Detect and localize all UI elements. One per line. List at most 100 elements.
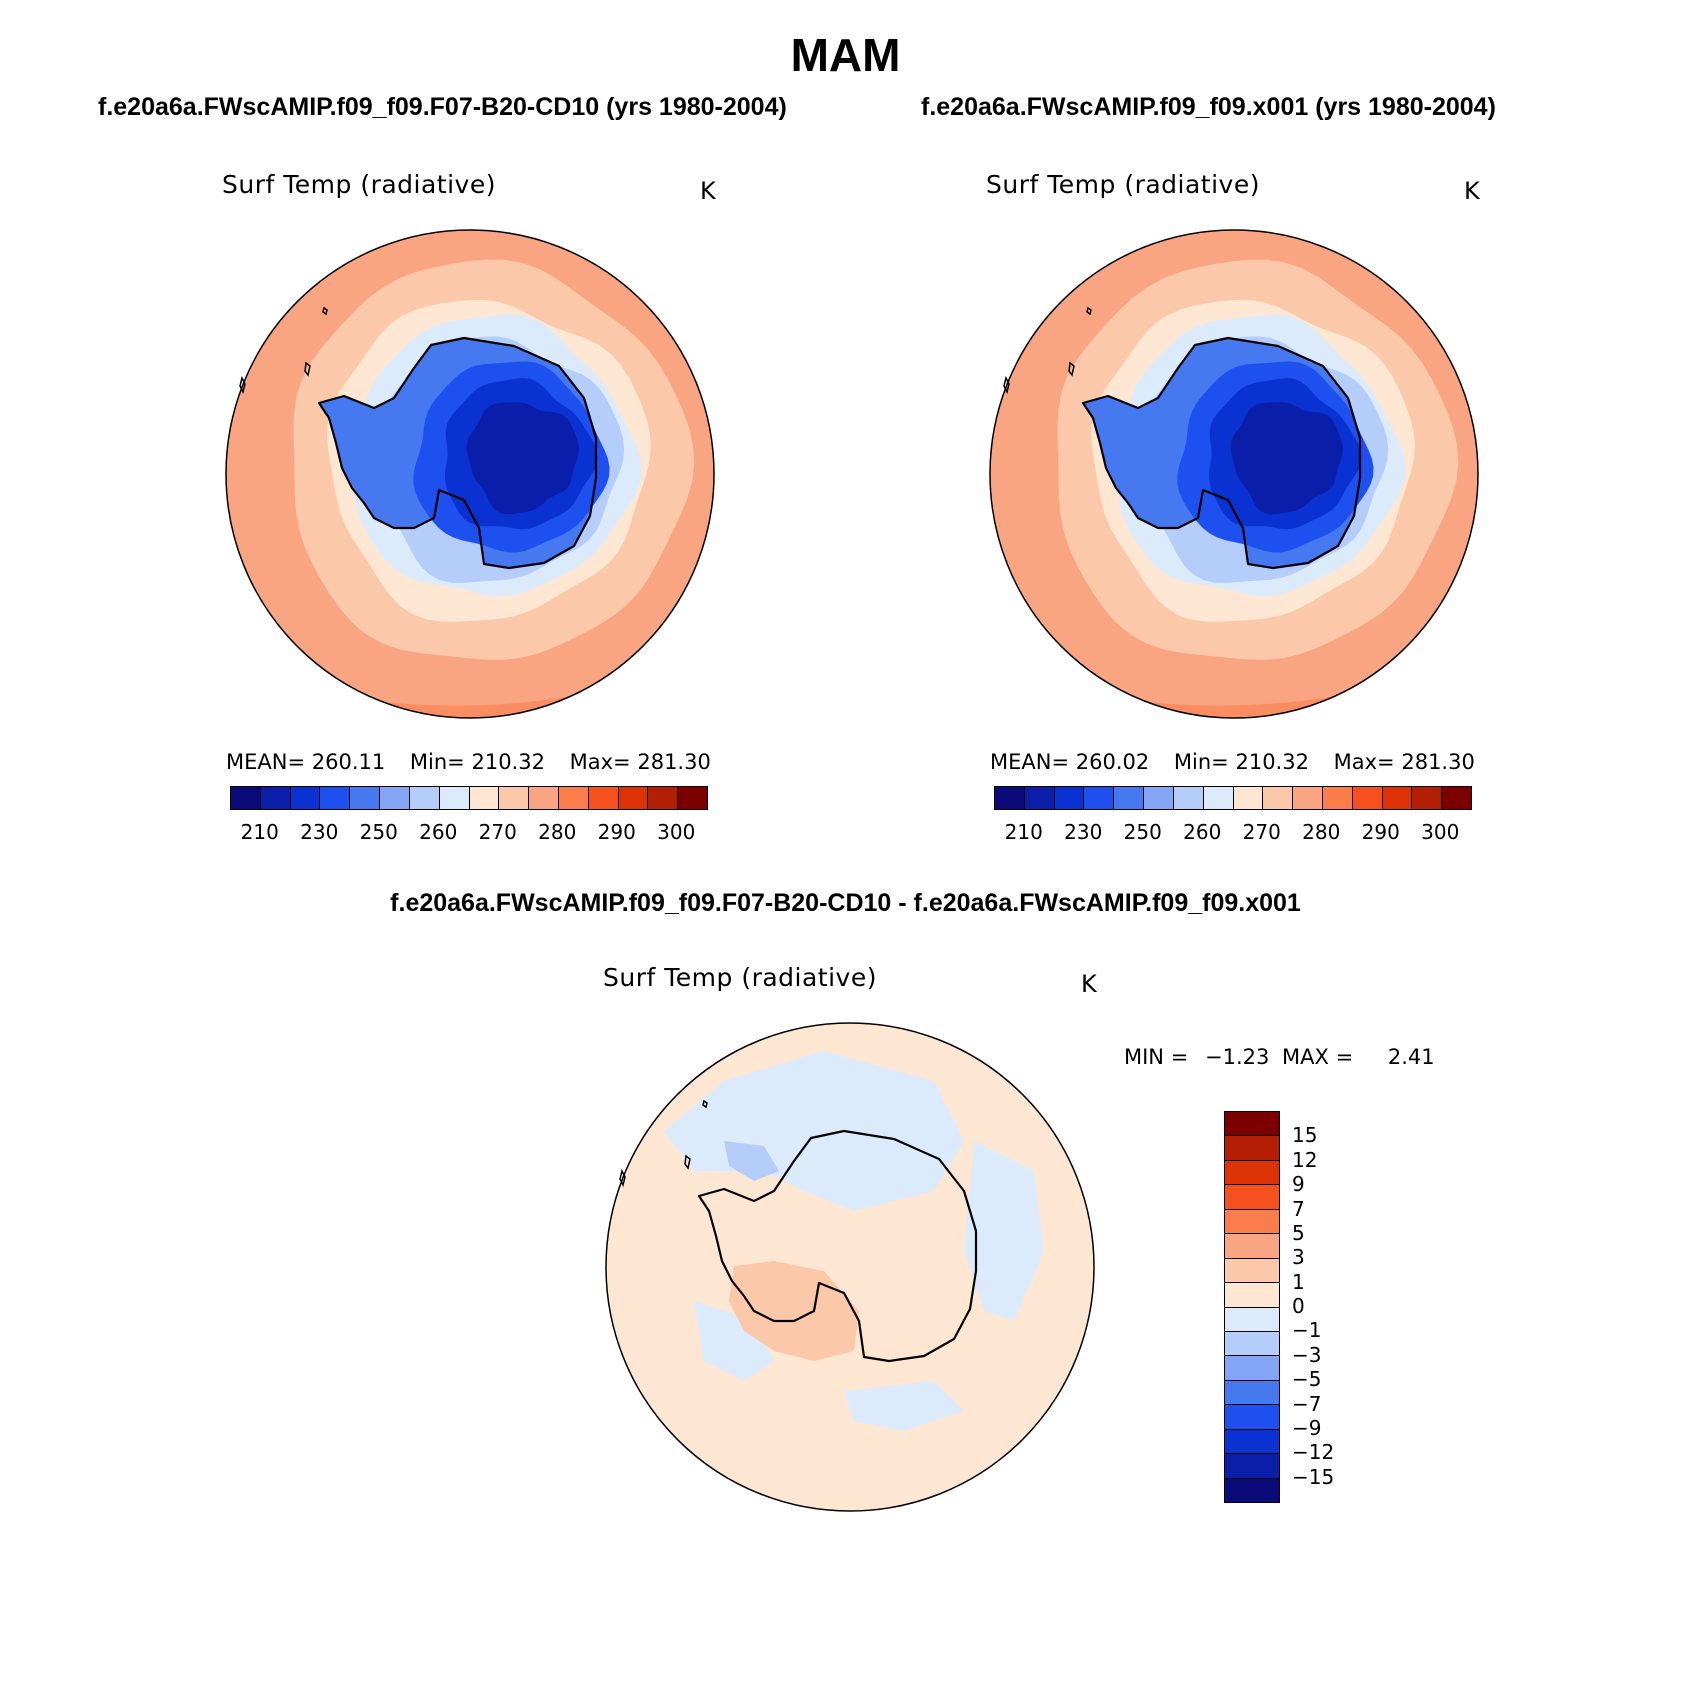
map-border: [225, 229, 715, 719]
map-border: [605, 1022, 1095, 1512]
left-mean-label: MEAN=: [226, 750, 306, 774]
colorbar-swatch: [320, 787, 351, 809]
map-fill-group: [990, 230, 1478, 718]
right-colorbar: [994, 786, 1472, 810]
colorbar-tick-label: 12: [1292, 1147, 1318, 1172]
colorbar-tick-label: 250: [1123, 820, 1162, 844]
colorbar-tick-label: 250: [359, 820, 398, 844]
left-polar-map: [225, 229, 715, 719]
diff-polar-map: [605, 1022, 1095, 1512]
right-min-value: 210.32: [1235, 750, 1309, 774]
colorbar-tick-label: 210: [240, 820, 279, 844]
colorbar-swatch: [260, 787, 291, 809]
colorbar-tick-label: 270: [478, 820, 517, 844]
colorbar-swatch: [1225, 1478, 1279, 1502]
colorbar-tick-label: −5: [1292, 1367, 1322, 1392]
right-max-value: 281.30: [1401, 750, 1475, 774]
colorbar-swatch: [1144, 787, 1174, 809]
colorbar-swatch: [380, 787, 410, 809]
colorbar-swatch: [1225, 1356, 1279, 1381]
colorbar-tick-label: 300: [657, 820, 696, 844]
diff-case-title: f.e20a6a.FWscAMIP.f09_f09.F07-B20-CD10 -…: [390, 889, 1301, 917]
diff-colorbar-labels: 15 12 9 7 5 3 1 0 −1 −3 −5 −7 −9 −12 −15: [1292, 1111, 1382, 1501]
left-variable-label: Surf Temp (radiative): [222, 170, 496, 199]
colorbar-tick-label: 15: [1292, 1123, 1318, 1148]
colorbar-swatch: [1225, 1112, 1279, 1137]
colorbar-swatch: [1024, 787, 1055, 809]
stronger-negative-patch: [724, 1141, 779, 1181]
left-stats: MEAN= 260.11 Min= 210.32 Max= 281.30: [226, 750, 711, 774]
colorbar-tick-label: 280: [538, 820, 577, 844]
colorbar-swatch: [1225, 1283, 1279, 1308]
diff-variable-label: Surf Temp (radiative): [603, 963, 877, 992]
left-max-label: Max=: [569, 750, 631, 774]
right-min-label: Min=: [1173, 750, 1229, 774]
map-border: [989, 229, 1479, 719]
colorbar-tick-label: 1: [1292, 1269, 1305, 1294]
map-fill-group: [606, 1023, 1094, 1511]
colorbar-tick-label: 290: [597, 820, 636, 844]
colorbar-tick-label: −3: [1292, 1342, 1322, 1367]
colorbar-swatch: [1233, 787, 1264, 809]
right-mean-label: MEAN=: [990, 750, 1070, 774]
colorbar-tick-label: −1: [1292, 1318, 1322, 1343]
colorbar-swatch: [499, 787, 530, 809]
colorbar-swatch: [1084, 787, 1115, 809]
colorbar-tick-label: 270: [1242, 820, 1281, 844]
colorbar-swatch: [1263, 787, 1294, 809]
diff-min-label: MIN =: [1124, 1045, 1189, 1069]
colorbar-swatch: [558, 787, 589, 809]
colorbar-swatch: [1225, 1454, 1279, 1479]
left-unit-label: K: [700, 177, 716, 205]
interior-core: [466, 402, 579, 515]
colorbar-swatch: [529, 787, 559, 809]
colorbar-swatch: [1225, 1234, 1279, 1259]
colorbar-swatch: [995, 787, 1025, 809]
left-mean-value: 260.11: [311, 750, 386, 774]
colorbar-swatch: [1225, 1136, 1279, 1161]
diff-max-label: MAX =: [1282, 1045, 1354, 1069]
colorbar-swatch: [1322, 787, 1353, 809]
right-unit-label: K: [1464, 177, 1480, 205]
colorbar-swatch: [588, 787, 619, 809]
colorbar-tick-label: 230: [1064, 820, 1103, 844]
colorbar-swatch: [1412, 787, 1443, 809]
colorbar-swatch: [1225, 1307, 1279, 1332]
antarctica-coastline: [1081, 336, 1362, 570]
left-min-label: Min=: [409, 750, 465, 774]
colorbar-tick-label: 0: [1292, 1294, 1305, 1318]
colorbar-tick-label: 290: [1361, 820, 1400, 844]
colorbar-swatch: [350, 787, 381, 809]
colorbar-tick-label: −9: [1292, 1415, 1322, 1440]
colorbar-swatch: [1442, 787, 1471, 809]
right-stats: MEAN= 260.02 Min= 210.32 Max= 281.30: [990, 750, 1475, 774]
colorbar-swatch: [1293, 787, 1323, 809]
interior-core: [1230, 402, 1343, 515]
colorbar-tick-label: 280: [1302, 820, 1341, 844]
colorbar-swatch: [1203, 787, 1234, 809]
colorbar-tick-label: 7: [1292, 1196, 1305, 1221]
colorbar-swatch: [1225, 1405, 1279, 1430]
left-panel: Surf Temp (radiative) K MEAN= 260.11 Min…: [200, 165, 760, 865]
colorbar-swatch: [1225, 1209, 1279, 1235]
colorbar-tick-label: 260: [419, 820, 458, 844]
colorbar-swatch: [1054, 787, 1085, 809]
left-case-title: f.e20a6a.FWscAMIP.f09_f09.F07-B20-CD10 (…: [98, 93, 787, 121]
right-case-title: f.e20a6a.FWscAMIP.f09_f09.x001 (yrs 1980…: [921, 93, 1496, 121]
colorbar-swatch: [618, 787, 649, 809]
colorbar-tick-label: 3: [1292, 1245, 1305, 1270]
colorbar-swatch: [469, 787, 500, 809]
figure-title: MAM: [790, 29, 901, 81]
diff-panel: Surf Temp (radiative) K MIN = −1.23 MAX …: [560, 958, 1500, 1518]
colorbar-swatch: [678, 787, 707, 809]
right-colorbar-labels: 210 230 250 260 270 280 290 300: [994, 820, 1470, 844]
right-variable-label: Surf Temp (radiative): [986, 170, 1260, 199]
antarctica-coastline: [317, 336, 598, 570]
right-polar-map: [989, 229, 1479, 719]
colorbar-swatch: [1225, 1160, 1279, 1186]
left-colorbar: [230, 786, 708, 810]
diff-max-value: 2.41: [1387, 1045, 1435, 1069]
antarctica-coastline: [697, 1129, 978, 1363]
right-mean-value: 260.02: [1075, 750, 1150, 774]
left-min-value: 210.32: [471, 750, 545, 774]
